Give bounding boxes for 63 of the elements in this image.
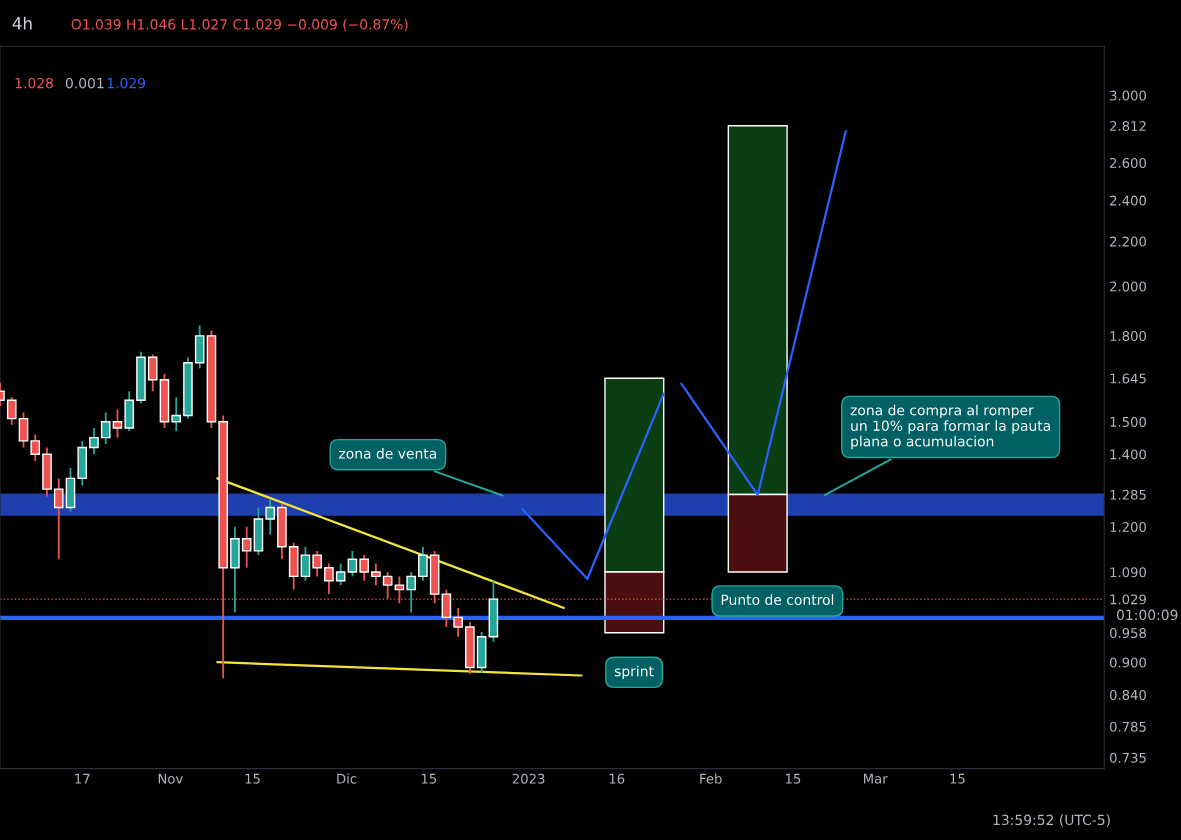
candlestick xyxy=(100,411,111,446)
candlestick xyxy=(324,562,334,596)
candlestick xyxy=(241,525,252,569)
annotation: 0.001 xyxy=(65,77,104,89)
y-tick-label: 2.000 xyxy=(1110,281,1146,292)
x-tick-label: 2023 xyxy=(512,773,545,784)
y-tick-label: 1.645 xyxy=(1110,373,1146,384)
candlestick xyxy=(406,571,416,614)
candlestick xyxy=(441,588,452,628)
y-tick-label: 0.735 xyxy=(1109,752,1146,763)
y-tick-label: 2.600 xyxy=(1110,157,1146,168)
y-tick-label: 0.840 xyxy=(1109,689,1146,700)
candlestick xyxy=(89,427,99,456)
y-tick-label: 1.400 xyxy=(1110,449,1146,460)
y-tick-label: 1.500 xyxy=(1110,416,1146,427)
candlestick xyxy=(265,499,275,536)
candlestick xyxy=(418,545,428,582)
candlestick xyxy=(347,550,358,578)
text: 13:59:52 (UTC-5) xyxy=(993,814,1110,827)
candlestick xyxy=(312,550,322,578)
x-tick-label: 15 xyxy=(245,773,260,784)
y-tick-label: 1.285 xyxy=(1110,489,1146,500)
y-tick-label: 1.200 xyxy=(1110,521,1146,532)
x-tick-label: 15 xyxy=(421,773,437,784)
annotation: 1.029 xyxy=(107,77,146,89)
x-tick-label: Mar xyxy=(864,773,888,784)
x-tick-label: 15 xyxy=(785,773,801,784)
text: 01:00:09 xyxy=(1116,609,1178,621)
y-tick-label: 0.785 xyxy=(1109,721,1146,732)
y-tick-label: 1.090 xyxy=(1110,567,1146,578)
chart-subtitle: O1.039 H1.046 L1.027 C1.029 −0.009 (−0.87%) xyxy=(71,18,408,32)
x-tick-label: 15 xyxy=(950,773,965,784)
annotation: zona de compra al romper un 10% para formar la pauta plana o acumulacion xyxy=(850,404,1050,450)
x-tick-label: 16 xyxy=(609,773,625,784)
y-tick-label: 1.029 xyxy=(1110,594,1146,605)
candlestick xyxy=(300,545,311,582)
annotation: 1.028 xyxy=(15,77,53,89)
candlestick xyxy=(112,408,123,439)
candlestick xyxy=(171,396,182,433)
y-tick-label: 3.000 xyxy=(1110,90,1146,101)
annotation: sprint xyxy=(614,665,654,680)
x-tick-label: 17 xyxy=(75,773,90,784)
candlestick xyxy=(18,411,29,449)
y-tick-label: 1.800 xyxy=(1110,331,1146,342)
candlestick xyxy=(371,562,381,587)
y-tick-label: 2.400 xyxy=(1110,195,1146,206)
candlestick xyxy=(359,554,369,582)
chart-title: 4h xyxy=(12,16,32,30)
y-tick-label: 0.900 xyxy=(1109,657,1146,668)
y-tick-label: 2.200 xyxy=(1110,236,1146,247)
candlestick xyxy=(53,477,64,561)
x-tick-label: Dic xyxy=(337,773,357,784)
annotation: zona de venta xyxy=(339,447,437,459)
y-tick-label: 2.812 xyxy=(1110,121,1146,132)
annotation: Punto de control xyxy=(721,594,834,605)
candlestick xyxy=(453,607,463,638)
x-tick-label: Nov xyxy=(158,773,183,784)
candlestick xyxy=(147,353,158,393)
x-tick-label: Feb xyxy=(700,773,722,784)
y-tick-label: 0.958 xyxy=(1109,628,1146,639)
candlestick xyxy=(6,396,17,426)
candlestick xyxy=(335,562,346,587)
candlestick xyxy=(30,433,41,462)
